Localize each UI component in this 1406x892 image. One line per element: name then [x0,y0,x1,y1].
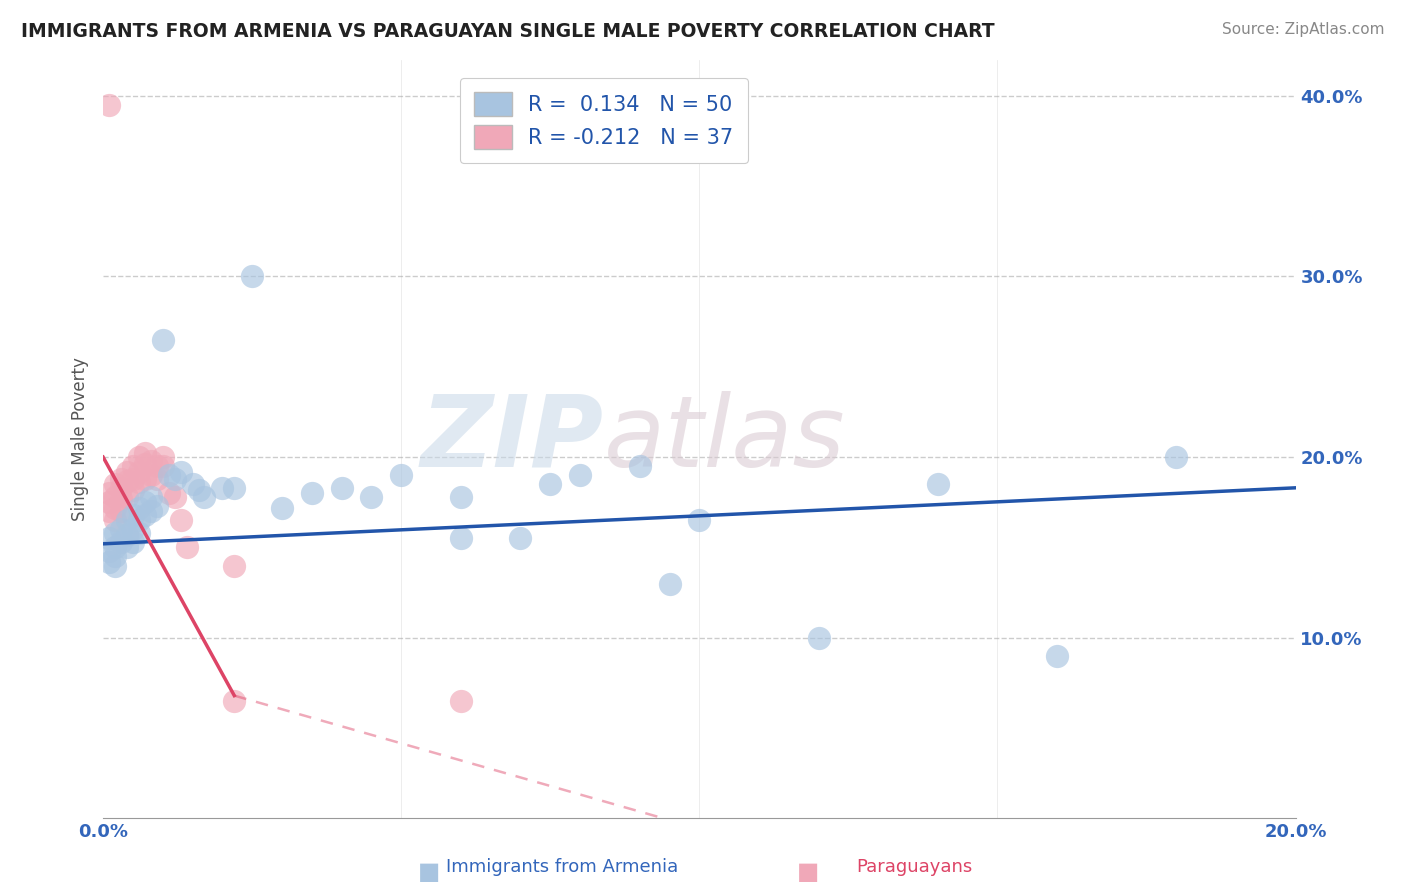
Point [389,468,412,483]
Point [538,477,561,491]
Point [450,490,472,504]
Point [509,532,531,546]
Point [122,472,145,486]
Point [169,513,191,527]
Point [628,459,651,474]
Point [1166,450,1188,464]
Point [104,541,127,555]
Point [134,458,156,472]
Point [115,474,138,488]
Point [104,500,127,515]
Point [688,513,710,527]
Point [301,486,323,500]
Point [128,475,150,490]
Point [139,490,162,504]
Point [139,468,162,483]
Point [128,513,150,527]
Point [128,500,150,515]
Point [98,532,121,546]
Point [240,269,263,284]
Point [224,694,246,708]
Point [104,549,127,564]
Point [146,499,169,513]
Point [1046,648,1069,663]
Point [187,483,209,497]
Point [115,528,138,542]
Point [658,576,681,591]
Text: Source: ZipAtlas.com: Source: ZipAtlas.com [1222,22,1385,37]
Point [146,459,169,474]
Point [927,477,949,491]
Point [104,490,127,504]
Point [98,486,121,500]
Point [104,513,127,527]
Point [163,490,186,504]
Point [139,504,162,518]
Point [224,481,246,495]
Point [224,558,246,573]
Point [152,333,174,347]
Point [98,544,121,558]
Point [134,508,156,522]
Text: IMMIGRANTS FROM ARMENIA VS PARAGUAYAN SINGLE MALE POVERTY CORRELATION CHART: IMMIGRANTS FROM ARMENIA VS PARAGUAYAN SI… [21,22,994,41]
Point [110,504,132,518]
Point [104,558,127,573]
Text: Paraguayans: Paraguayans [856,858,972,876]
Point [193,490,215,504]
Point [569,468,592,483]
Point [134,472,156,486]
Point [169,465,191,479]
Point [110,491,132,506]
Point [122,483,145,497]
Point [152,450,174,464]
Point [122,535,145,549]
Point [134,446,156,460]
Point [181,477,204,491]
Point [98,97,121,112]
Point [122,459,145,474]
Point [139,453,162,467]
Text: ZIP: ZIP [420,391,605,488]
Text: ■: ■ [797,861,820,884]
Point [122,508,145,522]
Point [110,535,132,549]
Point [98,495,121,509]
Point [115,513,138,527]
Point [98,555,121,569]
Point [122,522,145,536]
Point [157,486,180,500]
Point [128,465,150,479]
Point [110,472,132,486]
Point [115,490,138,504]
Point [115,465,138,479]
Point [128,450,150,464]
Point [450,532,472,546]
Text: ■: ■ [418,861,440,884]
Point [134,495,156,509]
Point [176,541,198,555]
Legend: R =  0.134   N = 50, R = -0.212   N = 37: R = 0.134 N = 50, R = -0.212 N = 37 [460,78,748,163]
Point [807,631,830,645]
Point [163,472,186,486]
Point [104,526,127,541]
Point [110,522,132,536]
Point [104,477,127,491]
Point [98,504,121,518]
Point [110,481,132,495]
Point [146,472,169,486]
Point [450,694,472,708]
Text: atlas: atlas [605,391,845,488]
Point [128,526,150,541]
Point [152,459,174,474]
Point [271,500,294,515]
Point [211,481,233,495]
Point [360,490,382,504]
Y-axis label: Single Male Poverty: Single Male Poverty [72,357,89,521]
Point [115,541,138,555]
Text: Immigrants from Armenia: Immigrants from Armenia [446,858,679,876]
Point [330,481,353,495]
Point [157,468,180,483]
